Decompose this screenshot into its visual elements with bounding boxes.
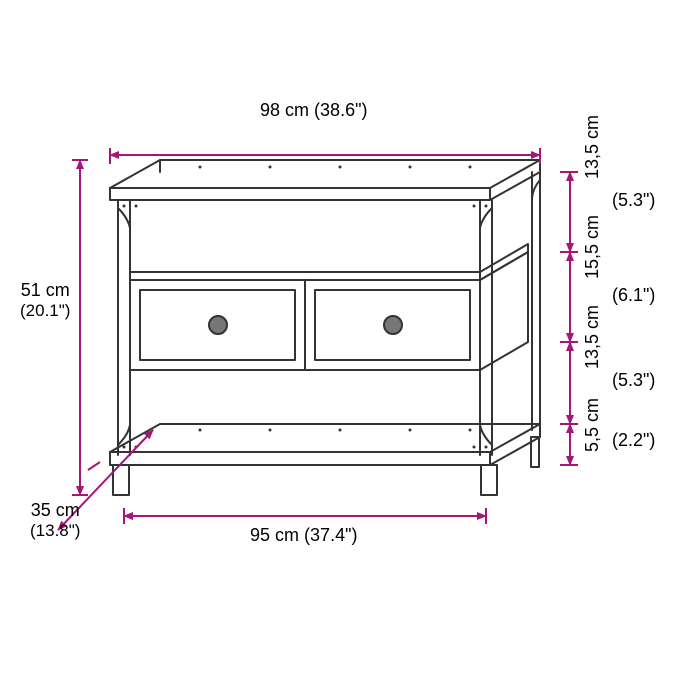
- dim-depth: 35 cm(13.8"): [30, 500, 80, 541]
- dim-inner-width: 95 cm (37.4"): [250, 525, 357, 546]
- dim-gap-bot-cm: 13,5 cm: [582, 305, 603, 374]
- dim-height: 51 cm(20.1"): [20, 280, 70, 321]
- dim-foot-cm: 5,5 cm: [582, 398, 603, 457]
- furniture-outline: [110, 160, 540, 495]
- dim-gap-top-cm: 13,5 cm: [582, 115, 603, 184]
- dim-drawer-h-cm: 15,5 cm: [582, 215, 603, 284]
- dim-top-width: 98 cm (38.6"): [260, 100, 367, 121]
- diagram-canvas: 98 cm (38.6") 95 cm (37.4") 51 cm(20.1")…: [0, 0, 700, 700]
- dim-gap-bot-in: (5.3"): [612, 370, 655, 391]
- dim-gap-top-in: (5.3"): [612, 190, 655, 211]
- dim-drawer-h-in: (6.1"): [612, 285, 655, 306]
- dim-foot-in: (2.2"): [612, 430, 655, 451]
